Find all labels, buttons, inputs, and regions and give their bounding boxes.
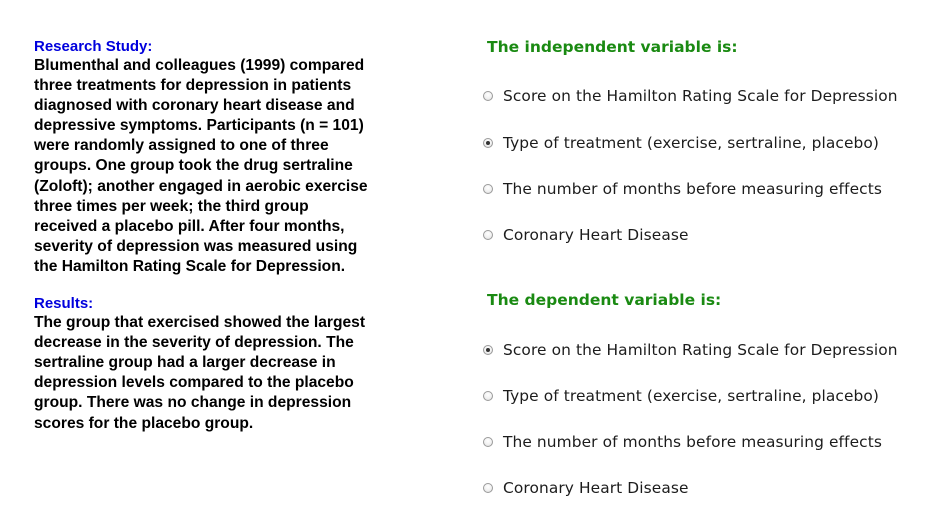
- study-line: depressive symptoms. Participants (n = 1…: [34, 117, 364, 135]
- radio-button[interactable]: [483, 437, 493, 447]
- study-line: groups. One group took the drug sertrali…: [34, 157, 353, 175]
- results-line: group. There was no change in depression: [34, 394, 352, 412]
- radio-button[interactable]: [483, 345, 493, 355]
- study-line: diagnosed with coronary heart disease an…: [34, 97, 355, 115]
- research-study-heading: Research Study:: [34, 38, 153, 55]
- option-label: The number of months before measuring ef…: [503, 433, 882, 451]
- research-study-text: Blumenthal and colleagues (1999) compare…: [34, 56, 429, 277]
- dependent-variable-title: The dependent variable is:: [487, 291, 722, 309]
- results-line: The group that exercised showed the larg…: [34, 314, 366, 332]
- dependent-option-months[interactable]: The number of months before measuring ef…: [483, 430, 882, 454]
- study-panel: Research Study: Blumenthal and colleague…: [34, 37, 429, 434]
- radio-button[interactable]: [483, 138, 493, 148]
- results-line: sertraline group had a larger decrease i…: [34, 354, 336, 372]
- study-line: Blumenthal and colleagues (1999) compare…: [34, 57, 365, 74]
- option-label: Score on the Hamilton Rating Scale for D…: [503, 87, 898, 105]
- radio-button[interactable]: [483, 184, 493, 194]
- study-line: received a placebo pill. After four mont…: [34, 217, 345, 235]
- results-line: decrease in the severity of depression. …: [34, 334, 354, 352]
- independent-option-treatment[interactable]: Type of treatment (exercise, sertraline,…: [483, 131, 879, 155]
- option-label: Coronary Heart Disease: [503, 479, 689, 497]
- study-line: three treatments for depression in patie…: [34, 77, 352, 95]
- option-label: Score on the Hamilton Rating Scale for D…: [503, 341, 898, 359]
- results-text: The group that exercised showed the larg…: [34, 313, 429, 434]
- option-label: Coronary Heart Disease: [503, 226, 689, 244]
- study-line: (Zoloft); another engaged in aerobic exe…: [34, 177, 368, 195]
- dependent-option-hamilton[interactable]: Score on the Hamilton Rating Scale for D…: [483, 338, 898, 362]
- radio-button[interactable]: [483, 391, 493, 401]
- option-label: The number of months before measuring ef…: [503, 180, 882, 198]
- dependent-option-chd[interactable]: Coronary Heart Disease: [483, 476, 689, 500]
- study-line: the Hamilton Rating Scale for Depression…: [34, 257, 346, 275]
- independent-option-hamilton[interactable]: Score on the Hamilton Rating Scale for D…: [483, 84, 898, 108]
- radio-button[interactable]: [483, 91, 493, 101]
- study-line: three times per week; the third group: [34, 197, 309, 215]
- option-label: Type of treatment (exercise, sertraline,…: [503, 134, 880, 152]
- section-gap: [34, 277, 429, 294]
- independent-option-months[interactable]: The number of months before measuring ef…: [483, 177, 882, 201]
- results-heading: Results:: [34, 295, 94, 313]
- results-line: scores for the placebo group.: [34, 414, 254, 432]
- results-line: depression levels compared to the placeb…: [34, 374, 354, 392]
- study-line: severity of depression was measured usin…: [34, 237, 358, 255]
- radio-button[interactable]: [483, 230, 493, 240]
- radio-button[interactable]: [483, 483, 493, 493]
- dependent-option-treatment[interactable]: Type of treatment (exercise, sertraline,…: [483, 384, 879, 408]
- study-line: were randomly assigned to one of three: [34, 137, 329, 155]
- independent-option-chd[interactable]: Coronary Heart Disease: [483, 223, 689, 247]
- option-label: Type of treatment (exercise, sertraline,…: [503, 387, 880, 405]
- independent-variable-title: The independent variable is:: [487, 38, 738, 56]
